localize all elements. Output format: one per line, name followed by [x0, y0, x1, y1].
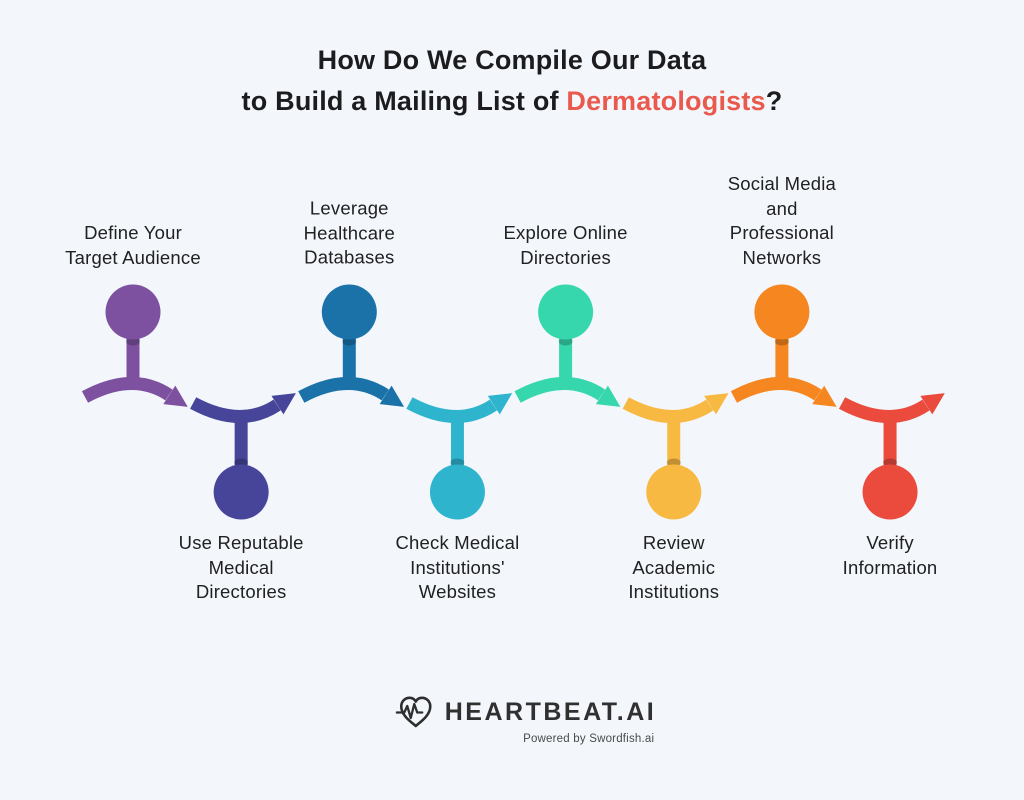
step-arc [190, 397, 281, 423]
step-stem [775, 330, 789, 390]
step-stem [126, 330, 140, 390]
step-arrowhead [812, 385, 837, 407]
heart-pulse-icon [395, 696, 432, 728]
step-stem [559, 330, 573, 390]
step-arrowhead [920, 393, 945, 415]
page-title: How Do We Compile Our Data to Build a Ma… [0, 40, 1024, 122]
step-label-8: Verify Information [842, 532, 938, 578]
step-circle [105, 284, 161, 340]
step-label-7: Social Media and Professional Networks [727, 173, 837, 268]
step-stem-shadow [450, 458, 465, 467]
title-highlight: Dermatologists [566, 86, 766, 116]
title-line2-prefix: to Build a Mailing List of [241, 86, 567, 116]
step-circle [538, 284, 594, 340]
step-arrowhead [271, 393, 296, 415]
step-label-1: Define Your Target Audience [65, 222, 201, 268]
step-stem-shadow [234, 458, 249, 467]
step-arrowhead [704, 393, 729, 415]
step-label-5: Explore Online Directories [503, 222, 628, 268]
step-stem [667, 412, 681, 474]
brand-row: HEARTBEAT.AI [395, 694, 657, 731]
step-arrowhead [487, 393, 513, 415]
step-stem [883, 412, 897, 474]
step-arc [298, 377, 389, 403]
step-stem-shadow [883, 458, 898, 467]
footer-logo: HEARTBEAT.AI Powered by Swordfish.ai [395, 694, 657, 745]
step-arrowhead [379, 385, 405, 407]
step-arc [81, 377, 173, 403]
step-circle [862, 464, 918, 520]
title-line-2: to Build a Mailing List of Dermatologist… [0, 81, 1024, 122]
step-stem [450, 412, 464, 474]
step-circle [754, 284, 810, 340]
step-arc [406, 397, 498, 423]
step-arc [514, 377, 606, 403]
step-circle [321, 284, 377, 340]
step-label-4: Check Medical Institutions' Websites [395, 532, 520, 602]
step-circle [213, 464, 269, 520]
step-arc [622, 397, 714, 423]
step-stem-shadow [126, 337, 140, 346]
step-arc [838, 397, 930, 423]
step-arrowhead [163, 385, 188, 407]
brand-tagline: Powered by Swordfish.ai [523, 733, 655, 745]
title-line2-suffix: ? [765, 86, 783, 116]
step-stem-shadow [558, 337, 573, 346]
step-label-3: Leverage Healthcare Databases [303, 197, 396, 268]
step-stem-shadow [774, 337, 789, 346]
step-stem-shadow [666, 458, 681, 467]
step-circle [646, 464, 702, 520]
brand-name: HEARTBEAT.AI [444, 698, 657, 726]
step-label-2: Use Reputable Medical Directories [178, 532, 304, 602]
title-line-1: How Do We Compile Our Data [317, 45, 707, 75]
step-stem [234, 412, 248, 474]
step-arrowhead [595, 385, 621, 407]
step-circle [429, 464, 485, 520]
step-stem-shadow [342, 337, 357, 346]
step-arc [730, 377, 822, 403]
step-label-6: Review Academic Institutions [628, 532, 720, 602]
step-stem [342, 330, 356, 390]
